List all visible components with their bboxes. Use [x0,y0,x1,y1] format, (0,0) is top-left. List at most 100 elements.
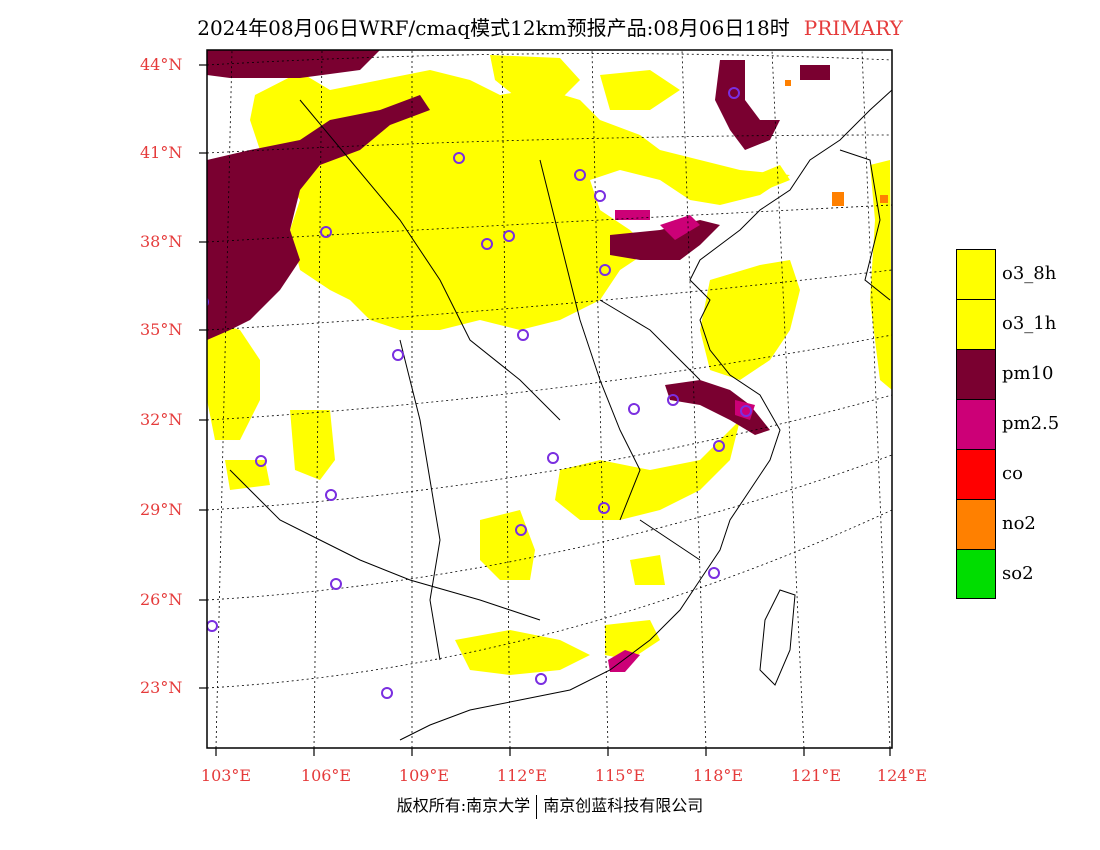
station-marker [392,349,404,361]
legend-swatch [956,399,996,449]
taiwan-island [759,589,796,686]
lat-label-35: 35°N [140,320,183,339]
station-marker [599,264,611,276]
station-marker [325,489,337,501]
footer-separator [536,794,538,819]
o3-area-south [455,630,590,675]
province-line-1 [299,99,561,421]
meridian-121 [771,50,805,748]
pm10-area-top-left [207,50,380,78]
meridian-124 [861,50,891,748]
station-marker [535,673,547,685]
parallel-26 [207,454,892,601]
province-line-4 [229,469,541,621]
map-frame [206,49,893,749]
o3-area-east-small [720,165,790,200]
station-marker [381,687,393,699]
station-marker [598,502,610,514]
meridian-118 [681,50,707,748]
meridian-115 [591,50,609,748]
legend-swatch [956,249,996,299]
station-marker [453,152,465,164]
coastline [399,89,892,741]
ticks [199,64,891,756]
station-marker [740,405,752,417]
lat-label-23: 23°N [140,678,183,697]
lon-label-106: 106°E [300,766,352,785]
legend-label: pm2.5 [1002,413,1060,434]
no2-patch-3 [785,80,791,86]
lat-label-26: 26°N [140,590,183,609]
lon-label-109: 109°E [398,766,450,785]
pm10-area-shanghai [665,380,770,435]
pm25-area-north [615,210,650,220]
footer-left: 版权所有:南京大学 [396,796,531,815]
copyright-footer: 版权所有:南京大学 南京创蓝科技有限公司 [0,792,1100,819]
legend-label: pm10 [1002,363,1054,384]
footer-right: 南京创蓝科技有限公司 [543,796,704,815]
station-marker [330,578,342,590]
legend-swatch [956,349,996,399]
pm25-area-guangdong [608,650,640,672]
o3-area-north [250,70,790,330]
station-marker [320,226,332,238]
meridian-112 [501,50,511,748]
boundaries [229,89,892,741]
station-marker [481,238,493,250]
o3-area-yunnan [225,460,270,490]
o3-area-sichuan [290,410,335,480]
lat-label-41: 41°N [140,143,183,162]
station-marker [594,190,606,202]
pm10-area-west [207,95,430,340]
meridian-103 [215,50,233,748]
lon-label-118: 118°E [692,766,744,785]
pm10-fields [207,50,830,435]
lat-label-38: 38°N [140,232,183,251]
legend-swatch [956,549,996,599]
chart-title: 2024年08月06日WRF/cmaq模式12km预报产品:08月06日18时 P… [0,12,1100,41]
graticule [207,50,892,748]
station-marker [207,297,209,307]
station-marker [255,455,267,467]
o3-area-top-center [490,55,580,100]
station-marker [517,329,529,341]
lat-label-29: 29°N [140,500,183,519]
o3-area-guangdong [605,620,660,660]
pm10-area-beijing [610,220,720,260]
legend-swatch [956,449,996,499]
title-tag: PRIMARY [803,16,903,40]
legend-label: o3_1h [1002,313,1057,334]
lat-label-32: 32°N [140,410,183,429]
station-marker [713,440,725,452]
lon-label-121: 121°E [790,766,842,785]
lon-label-112: 112°E [496,766,548,785]
pm25-fields [608,210,755,672]
station-marker [515,524,527,536]
station-marker [207,620,218,632]
lat-label-44: 44°N [140,55,183,74]
legend-label: so2 [1002,563,1034,584]
province-line-3 [539,159,641,521]
station-markers [207,87,752,699]
lon-label-103: 103°E [200,766,252,785]
legend-swatch [956,499,996,549]
title-main: 2024年08月06日WRF/cmaq模式12km预报产品:08月06日18时 [197,16,790,40]
o3-area-hunan [480,510,535,580]
station-marker [667,394,679,406]
province-line-5 [599,299,701,381]
no2-patch-1 [832,192,844,206]
legend-label: co [1002,463,1023,484]
station-marker [503,230,515,242]
legend-label: o3_8h [1002,263,1057,284]
no2-fields [785,80,888,206]
province-line-6 [639,519,701,561]
station-marker [547,452,559,464]
station-marker [628,403,640,415]
pm25-area-beijing [660,215,700,240]
o3-area-top-right [600,70,680,110]
legend-label: no2 [1002,513,1036,534]
parallel-32 [207,334,892,421]
o3-area-shandong [870,160,892,390]
pm10-area-top-small [800,65,830,80]
